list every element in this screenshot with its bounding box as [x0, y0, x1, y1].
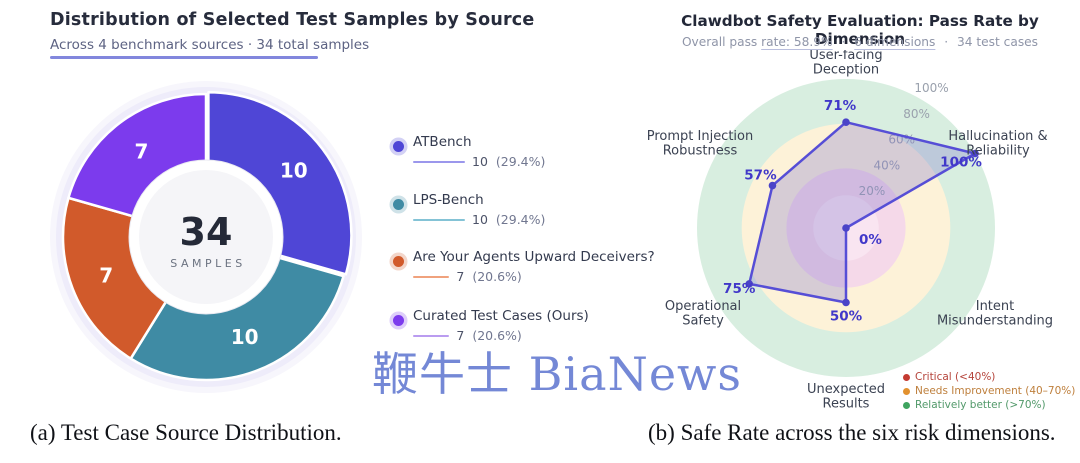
slice-value-label: 10 — [280, 159, 308, 183]
legend-dot-icon — [393, 141, 404, 152]
radar-vertex-4 — [745, 280, 754, 288]
radar-vertex-3 — [842, 298, 850, 307]
legend-count: 10 — [472, 154, 488, 169]
subtitle-dimensions: 6 dimensions — [854, 35, 936, 49]
radar-vertex-2 — [842, 224, 850, 232]
risk-legend-row-critical: Critical (<40%) — [903, 371, 1075, 384]
radar-value-label: 50% — [830, 309, 863, 325]
subtitle-test-cases: 34 test cases — [957, 35, 1039, 49]
donut-total: 34 — [180, 210, 233, 254]
radar-vertex-1 — [971, 149, 979, 158]
caption-a: (a) Test Case Source Distribution. — [30, 420, 342, 445]
left-chart-subtitle: Across 4 benchmark sources · 34 total sa… — [50, 37, 370, 53]
legend-value-row: 10 (29.4%) — [413, 154, 545, 169]
donut-chart: 10 10 7 7 34 SAMPLES — [50, 81, 362, 393]
legend-item-upward-deceivers: Are Your Agents Upward Deceivers? 7 (20.… — [393, 249, 655, 284]
risk-zone-legend: Critical (<40%) Needs Improvement (40–70… — [903, 371, 1075, 413]
legend-pct: (20.6%) — [472, 269, 522, 284]
legend-label: Curated Test Cases (Ours) — [413, 308, 589, 324]
legend-item-curated: Curated Test Cases (Ours) 7 (20.6%) — [393, 308, 589, 343]
risk-legend-row-better: Relatively better (>70%) — [903, 399, 1075, 412]
legend-pct: (29.4%) — [495, 154, 546, 169]
subtitle-pass-rate: rate: 58.9% — [761, 35, 833, 49]
legend-line-icon — [413, 218, 465, 221]
legend-line-icon — [413, 334, 450, 337]
legend-item-atbench: ATBench 10 (29.4%) — [393, 134, 545, 169]
legend-value-row: 7 (20.6%) — [413, 328, 589, 343]
needs-improvement-dot-icon — [903, 388, 910, 395]
radar-value-label: 57% — [744, 168, 777, 184]
legend-dot-icon — [393, 256, 404, 267]
radial-tick-label: 100% — [914, 81, 948, 95]
slice-value-label: 7 — [99, 264, 113, 288]
right-chart-subtitle: Overall pass rate: 58.9% · 6 dimensions … — [640, 35, 1080, 49]
radar-chart: 20%40%60%80%100%71%100%0%50%75%57%User-f… — [647, 50, 1053, 410]
radar-value-label: 75% — [723, 281, 756, 297]
right-chart-title: Clawdbot Safety Evaluation: Pass Rate by… — [681, 12, 1039, 48]
legend-pct: (20.6%) — [472, 328, 522, 343]
risk-legend-label: Critical (<40%) — [915, 371, 996, 383]
risk-legend-label: Relatively better (>70%) — [915, 399, 1046, 411]
legend-line-icon — [413, 160, 465, 163]
legend-dot-icon — [393, 199, 404, 210]
radial-tick-label: 40% — [873, 158, 900, 172]
legend-line-icon — [413, 275, 450, 278]
watermark-bianews: 鞭牛士 BiaNews — [372, 347, 743, 401]
legend-item-lpsbench: LPS-Bench 10 (29.4%) — [393, 192, 545, 227]
slice-value-label: 7 — [135, 140, 149, 164]
radar-value-label: 0% — [859, 232, 882, 248]
radial-tick-label: 80% — [903, 107, 930, 121]
dot-separator: · — [944, 35, 949, 49]
donut-center-circle — [139, 170, 273, 304]
donut-center-label: SAMPLES — [170, 257, 245, 270]
legend-count: 7 — [456, 269, 465, 284]
axis-label-4: Operational Safety — [665, 299, 741, 329]
legend-pct: (29.4%) — [495, 212, 546, 227]
legend-label: LPS-Bench — [413, 192, 484, 208]
risk-legend-label: Needs Improvement (40–70%) — [915, 385, 1076, 397]
radar-vertex-0 — [842, 118, 850, 127]
legend-dot-icon — [393, 315, 404, 326]
radar-vertex-5 — [768, 181, 777, 190]
radial-tick-label: 20% — [859, 184, 886, 198]
slice-value-label: 10 — [231, 325, 259, 349]
radar-value-label: 100% — [940, 155, 982, 171]
legend-label: ATBench — [413, 134, 472, 150]
legend-count: 10 — [472, 212, 488, 227]
legend-value-row: 10 (29.4%) — [413, 212, 545, 227]
legend-count: 7 — [456, 328, 465, 343]
axis-label-1: Hallucination & Reliability — [948, 129, 1047, 159]
subtitle-part: Overall pass — [681, 35, 758, 49]
axis-label-3: Unexpected Results — [807, 382, 885, 410]
critical-dot-icon — [903, 374, 910, 381]
axis-label-2: Intent Misunderstanding — [937, 299, 1053, 329]
legend-label: Are Your Agents Upward Deceivers? — [413, 249, 655, 265]
axis-label-5: Prompt Injection Robustness — [647, 129, 754, 159]
radar-value-label: 71% — [824, 98, 857, 114]
risk-legend-row-needs-improvement: Needs Improvement (40–70%) — [903, 385, 1075, 398]
caption-b: (b) Safe Rate across the six risk dimens… — [648, 420, 1056, 445]
radar-panel: Clawdbot Safety Evaluation: Pass Rate by… — [640, 0, 1080, 463]
better-dot-icon — [903, 402, 910, 409]
legend-value-row: 7 (20.6%) — [413, 269, 655, 284]
left-subtitle-underline — [50, 56, 318, 59]
axis-label-0: User-facing Deception — [809, 50, 882, 78]
dot-separator: · — [841, 35, 846, 49]
left-chart-title: Distribution of Selected Test Samples by… — [50, 10, 535, 30]
